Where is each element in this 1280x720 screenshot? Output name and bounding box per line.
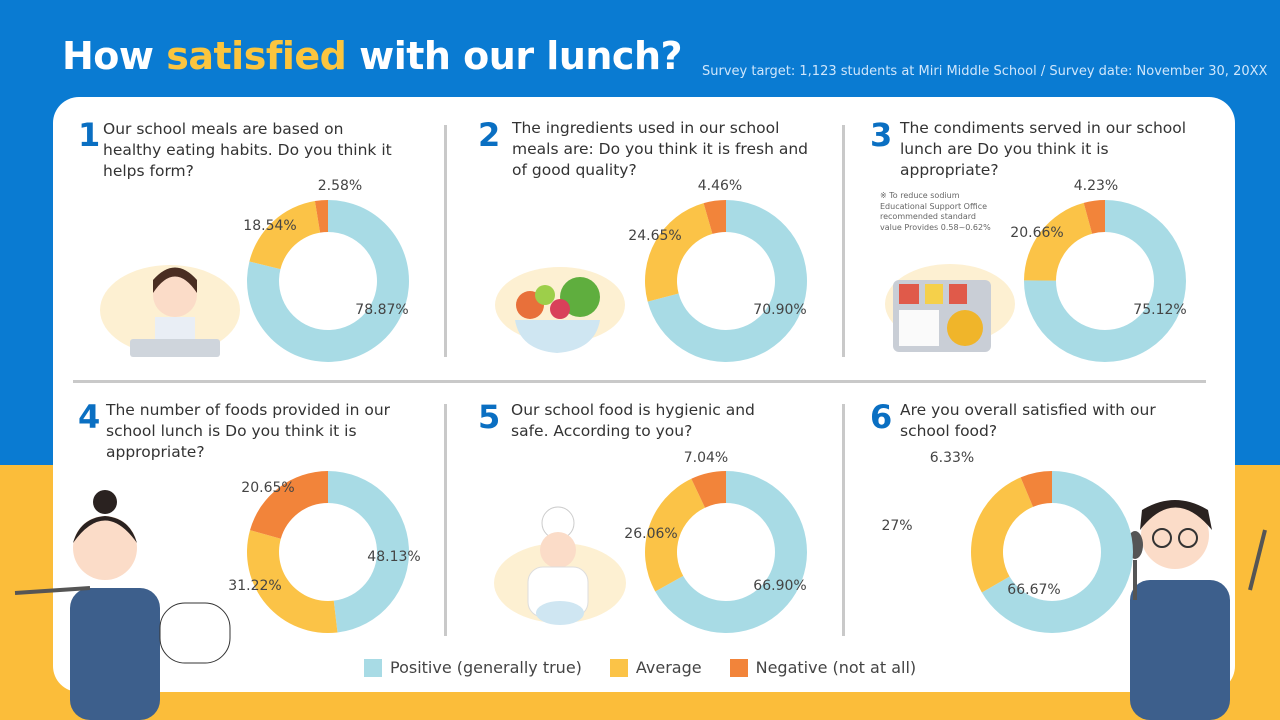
donut-2-slice-negative [703, 200, 726, 234]
legend-item-negative: Negative (not at all) [729, 658, 917, 677]
question-number: 6 [870, 398, 893, 436]
donut-4-slice-positive [328, 471, 409, 633]
donut-1-slice-positive [247, 200, 410, 362]
donut-4-label-positive: 48.13% [367, 549, 421, 565]
donut-2-slice-positive [647, 200, 807, 362]
donut-5-label-average: 26.06% [624, 526, 678, 542]
question-text: Our school food is hygienic and safe. Ac… [511, 401, 755, 440]
legend-swatch-average [609, 658, 628, 677]
sodium-note: ※ To reduce sodium Educational Support O… [880, 191, 991, 232]
boy-student-illustration [1127, 500, 1267, 720]
girl-student-illustration [14, 490, 231, 720]
chef-illustration [494, 506, 626, 625]
donut-1-label-positive: 78.87% [355, 302, 409, 318]
divider [444, 125, 447, 357]
divider [444, 404, 447, 636]
legend: Positive (generally true) Average Negati… [364, 658, 916, 677]
donut-5-label-negative: 7.04% [683, 450, 729, 466]
lunch-tray-illustration [885, 264, 1015, 352]
question-number: 3 [870, 116, 893, 154]
donut-1-label-negative: 2.58% [317, 178, 363, 194]
question-text: Our school meals are based on healthy ea… [103, 120, 392, 180]
donut-6-label-negative: 6.33% [929, 450, 975, 466]
donut-5-slice-negative [691, 471, 726, 508]
donut-2-label-average: 24.65% [628, 228, 682, 244]
legend-label: Positive (generally true) [390, 658, 582, 677]
legend-swatch-positive [364, 658, 382, 677]
salad-bowl-illustration [495, 267, 625, 353]
question-number: 4 [78, 398, 101, 436]
donut-4-label-average: 31.22% [228, 578, 282, 594]
donut-6-slice-average [970, 477, 1034, 593]
donut-2-label-negative: 4.46% [697, 178, 743, 194]
legend-item-positive: Positive (generally true) [364, 658, 582, 677]
donut-6-slice-negative [1020, 471, 1052, 507]
question-text: The ingredients used in our school meals… [512, 119, 808, 179]
donut-6-label-positive: 66.67% [1007, 582, 1061, 598]
donut-1-slice-negative [314, 200, 328, 233]
donut-4-label-negative: 20.65% [241, 480, 295, 496]
legend-label: Average [635, 658, 702, 677]
donut-5-slice-average [645, 478, 706, 592]
divider [842, 125, 845, 357]
legend-label: Negative (not at all) [755, 658, 917, 677]
question-number: 1 [78, 116, 101, 154]
page-title: How satisfied with our lunch? [62, 34, 683, 78]
donut-1-label-average: 18.54% [243, 218, 297, 234]
donut-2-slice-average [645, 203, 713, 302]
donut-5-slice-positive [655, 471, 807, 633]
donut-6-slice-positive [981, 471, 1133, 633]
student-eating-illustration [100, 265, 240, 357]
donut-3-slice-positive [1024, 200, 1187, 363]
legend-swatch-negative [729, 658, 748, 677]
question-text: Are you overall satisfied with our schoo… [900, 401, 1156, 440]
donut-3-label-average: 20.66% [1010, 225, 1064, 241]
legend-item-average: Average [609, 658, 702, 677]
donut-2-label-positive: 70.90% [753, 302, 807, 318]
survey-info: Survey target: 1,123 students at Miri Mi… [702, 64, 1268, 79]
donut-1-slice-average [249, 201, 321, 270]
title-highlight: satisfied [166, 34, 347, 78]
question-number: 5 [478, 398, 501, 436]
donut-5-label-positive: 66.90% [753, 578, 807, 594]
question-number: 2 [478, 116, 501, 154]
divider [842, 404, 845, 636]
donut-4-slice-average [247, 530, 338, 633]
donut-6-label-average: 27% [881, 518, 913, 534]
content-card [53, 97, 1235, 692]
divider [73, 380, 1206, 383]
donut-3-label-positive: 75.12% [1133, 302, 1187, 318]
donut-3-slice-negative [1083, 200, 1105, 234]
donut-4-slice-negative [250, 471, 328, 539]
donut-3-label-negative: 4.23% [1073, 178, 1119, 194]
donut-3-slice-average [1024, 202, 1093, 281]
question-text: The condiments served in our school lunc… [900, 119, 1187, 179]
question-text: The number of foods provided in our scho… [106, 401, 391, 461]
